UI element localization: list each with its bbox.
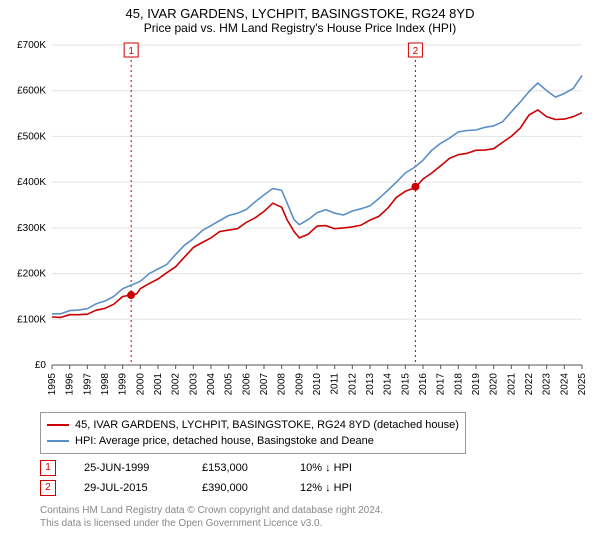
sale-delta: 10% ↓ HPI xyxy=(300,458,352,478)
svg-text:£0: £0 xyxy=(35,360,47,371)
chart-title: 45, IVAR GARDENS, LYCHPIT, BASINGSTOKE, … xyxy=(0,0,600,21)
svg-text:2012: 2012 xyxy=(347,373,358,396)
svg-text:£500K: £500K xyxy=(17,131,46,142)
svg-text:1: 1 xyxy=(128,46,134,57)
sales-table: 1 25-JUN-1999 £153,000 10% ↓ HPI 2 29-JUL-201… xyxy=(40,458,588,498)
svg-text:2020: 2020 xyxy=(489,373,500,396)
legend-swatch xyxy=(47,440,69,442)
svg-text:2009: 2009 xyxy=(294,373,305,396)
svg-text:2010: 2010 xyxy=(312,373,323,396)
svg-text:2013: 2013 xyxy=(365,373,376,396)
svg-text:2004: 2004 xyxy=(206,373,217,396)
svg-text:2006: 2006 xyxy=(241,373,252,396)
svg-text:1996: 1996 xyxy=(65,373,76,396)
svg-text:2023: 2023 xyxy=(542,373,553,396)
sales-row: 1 25-JUN-1999 £153,000 10% ↓ HPI xyxy=(40,458,588,478)
svg-text:2022: 2022 xyxy=(524,373,535,396)
svg-text:2018: 2018 xyxy=(453,373,464,396)
svg-text:2: 2 xyxy=(413,46,419,57)
footer-line-1: Contains HM Land Registry data © Crown c… xyxy=(40,504,588,517)
svg-text:2024: 2024 xyxy=(559,373,570,396)
sales-row: 2 29-JUL-2015 £390,000 12% ↓ HPI xyxy=(40,478,588,498)
svg-text:2000: 2000 xyxy=(135,373,146,396)
svg-text:2008: 2008 xyxy=(277,373,288,396)
chart-area: £0 £100K £200K £300K £400K £500K £600K £700K 199… xyxy=(8,39,590,404)
sale-price: £390,000 xyxy=(202,478,272,498)
legend-item: HPI: Average price, detached house, Basi… xyxy=(47,433,459,449)
svg-text:2025: 2025 xyxy=(577,373,588,396)
svg-text:2019: 2019 xyxy=(471,373,482,396)
svg-text:2005: 2005 xyxy=(224,373,235,396)
svg-text:£300K: £300K xyxy=(17,223,46,234)
legend-label: HPI: Average price, detached house, Basi… xyxy=(75,433,374,449)
svg-text:2001: 2001 xyxy=(153,373,164,396)
svg-text:1998: 1998 xyxy=(100,373,111,396)
svg-text:2007: 2007 xyxy=(259,373,270,396)
svg-text:2016: 2016 xyxy=(418,373,429,396)
line-chart: £0 £100K £200K £300K £400K £500K £600K £700K 199… xyxy=(8,39,590,399)
chart-subtitle: Price paid vs. HM Land Registry's House … xyxy=(0,21,600,35)
sale-badge: 2 xyxy=(40,480,56,496)
sale-date: 29-JUL-2015 xyxy=(84,478,174,498)
svg-text:2003: 2003 xyxy=(188,373,199,396)
svg-text:£600K: £600K xyxy=(17,86,46,97)
sale-badge: 1 xyxy=(40,460,56,476)
footer-attribution: Contains HM Land Registry data © Crown c… xyxy=(40,504,588,530)
svg-text:£100K: £100K xyxy=(17,314,46,325)
svg-text:2017: 2017 xyxy=(436,373,447,396)
svg-text:£400K: £400K xyxy=(17,177,46,188)
svg-text:2021: 2021 xyxy=(506,373,517,396)
sale-price: £153,000 xyxy=(202,458,272,478)
legend: 45, IVAR GARDENS, LYCHPIT, BASINGSTOKE, … xyxy=(40,412,466,454)
svg-text:2015: 2015 xyxy=(400,373,411,396)
sale-date: 25-JUN-1999 xyxy=(84,458,174,478)
footer-line-2: This data is licensed under the Open Gov… xyxy=(40,517,588,530)
svg-text:2014: 2014 xyxy=(383,373,394,396)
svg-text:2011: 2011 xyxy=(330,373,341,395)
svg-text:1995: 1995 xyxy=(47,373,58,396)
sale-delta: 12% ↓ HPI xyxy=(300,478,352,498)
legend-label: 45, IVAR GARDENS, LYCHPIT, BASINGSTOKE, … xyxy=(75,417,459,433)
svg-text:£700K: £700K xyxy=(17,40,46,51)
svg-text:1999: 1999 xyxy=(118,373,129,396)
svg-text:£200K: £200K xyxy=(17,269,46,280)
legend-item: 45, IVAR GARDENS, LYCHPIT, BASINGSTOKE, … xyxy=(47,417,459,433)
svg-text:2002: 2002 xyxy=(171,373,182,396)
svg-text:1997: 1997 xyxy=(82,373,93,396)
legend-swatch xyxy=(47,424,69,426)
